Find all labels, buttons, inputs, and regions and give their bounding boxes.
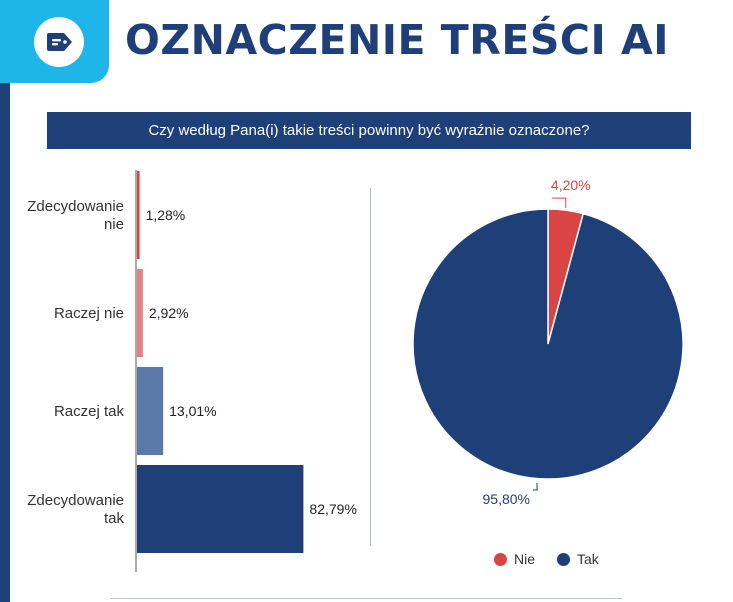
chart-divider (370, 188, 371, 546)
pie-leader-tak (533, 483, 538, 491)
legend-item-tak: Tak (557, 551, 599, 567)
question-text: Czy według Pana(i) takie treści powinny … (148, 122, 590, 139)
legend-label-nie: Nie (514, 551, 536, 567)
pie-value-label-tak: 95,80% (483, 491, 530, 507)
bar-2 (137, 367, 164, 455)
tag-icon (47, 33, 72, 51)
question-banner: Czy według Pana(i) takie treści powinny … (47, 112, 691, 149)
bar-1 (137, 269, 143, 357)
bar-category-label-2: Raczej tak (54, 403, 125, 420)
pie-value-label-nie: 4,20% (551, 177, 591, 193)
side-stripe (0, 82, 10, 602)
badge-circle (34, 17, 84, 67)
legend-item-nie: Nie (494, 551, 535, 567)
page-title: OZNACZENIE TREŚCI AI (125, 16, 669, 64)
bar-value-label-3: 82,79% (309, 501, 356, 517)
bar-3 (137, 465, 304, 553)
bar-chart: 1,28% Zdecydowanie nie 2,92% Raczej nie 13,01… (27, 170, 357, 572)
bar-value-label-2: 13,01% (169, 403, 216, 419)
legend-label-tak: Tak (577, 551, 599, 567)
bar-value-label-1: 2,92% (149, 305, 189, 321)
bar-category-label-3: Zdecydowanie tak (27, 492, 124, 527)
bar-0 (137, 171, 140, 259)
pie-leader-nie (552, 197, 567, 209)
legend-swatch-nie (494, 552, 507, 566)
pie-slice-tak (412, 208, 684, 480)
legend-swatch-tak (557, 552, 571, 566)
bar-category-label-1: Raczej nie (54, 305, 124, 322)
bar-category-label-0: Zdecydowanie nie (27, 198, 124, 233)
bottom-divider (110, 598, 622, 599)
bar-value-label-0: 1,28% (146, 207, 186, 223)
pie-legend: Nie Tak (494, 551, 599, 567)
header-badge (0, 0, 109, 83)
